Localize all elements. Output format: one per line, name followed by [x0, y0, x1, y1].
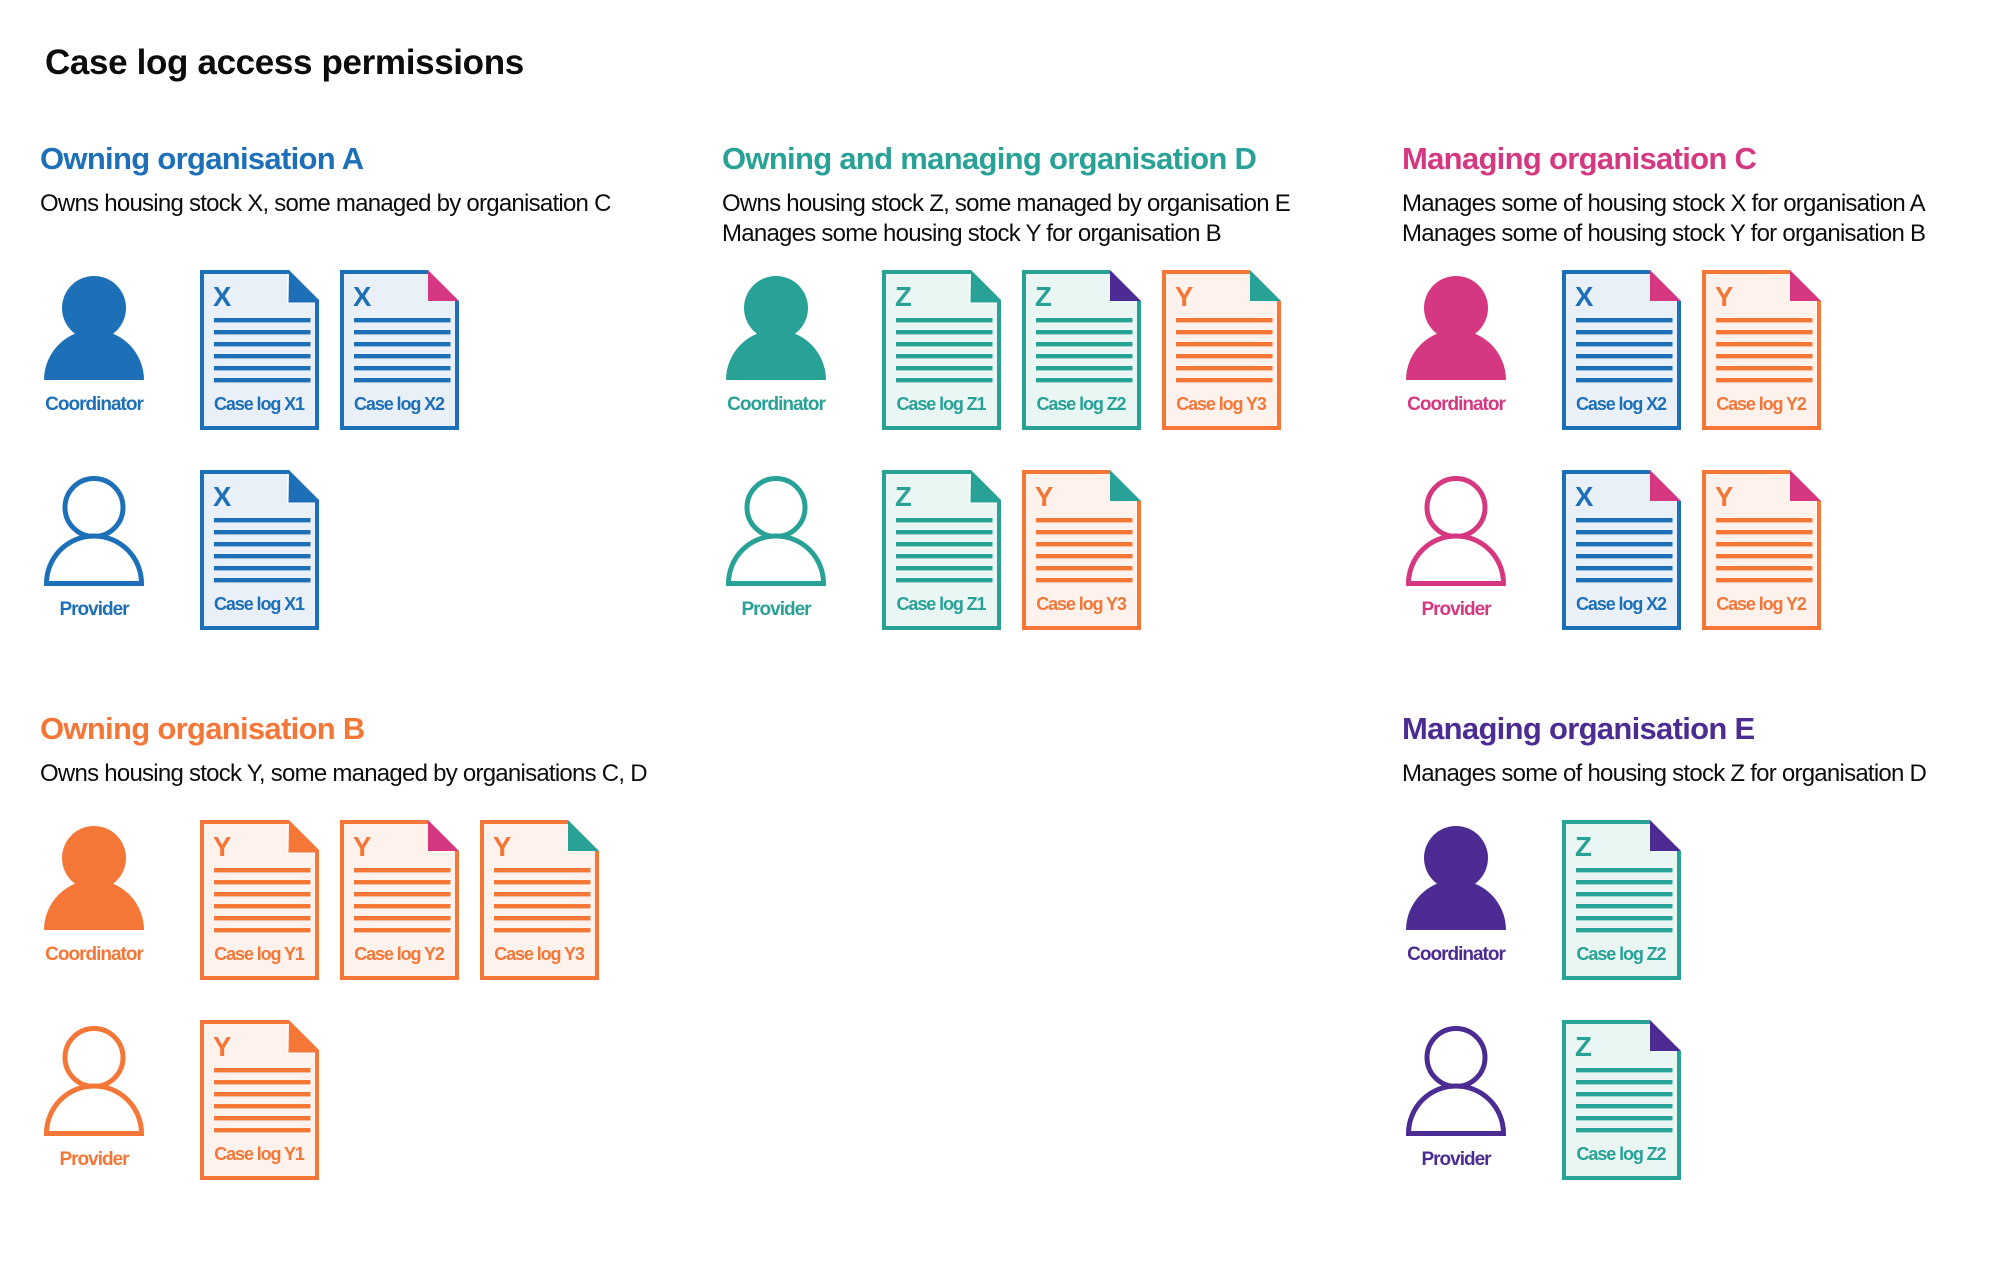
svg-text:Case log Y2: Case log Y2: [354, 944, 445, 964]
svg-text:Y: Y: [493, 831, 511, 862]
svg-text:Y: Y: [353, 831, 371, 862]
svg-text:Case log Z1: Case log Z1: [897, 594, 987, 614]
svg-text:Y: Y: [213, 1031, 231, 1062]
svg-text:Case log Y2: Case log Y2: [1716, 594, 1807, 614]
svg-text:Case log X2: Case log X2: [1576, 594, 1667, 614]
svg-text:X: X: [213, 281, 232, 312]
svg-text:X: X: [1575, 481, 1594, 512]
svg-text:Case log X1: Case log X1: [214, 594, 305, 614]
svg-text:Y: Y: [1715, 481, 1733, 512]
svg-text:Case log X2: Case log X2: [354, 394, 445, 414]
svg-text:Case log Z1: Case log Z1: [897, 394, 987, 414]
svg-text:X: X: [1575, 281, 1594, 312]
svg-text:Case log Y2: Case log Y2: [1716, 394, 1807, 414]
svg-text:Case log Y3: Case log Y3: [1036, 594, 1127, 614]
svg-text:Case log Z2: Case log Z2: [1577, 1144, 1667, 1164]
svg-text:Case log Y1: Case log Y1: [214, 1144, 305, 1164]
svg-text:Case log Y1: Case log Y1: [214, 944, 305, 964]
svg-text:X: X: [353, 281, 372, 312]
svg-text:Z: Z: [895, 481, 912, 512]
svg-text:Z: Z: [895, 281, 912, 312]
svg-text:Z: Z: [1575, 1031, 1592, 1062]
svg-text:Y: Y: [1175, 281, 1193, 312]
svg-text:Y: Y: [213, 831, 231, 862]
svg-text:Y: Y: [1035, 481, 1053, 512]
svg-text:Case log Y3: Case log Y3: [494, 944, 585, 964]
svg-text:Case log X1: Case log X1: [214, 394, 305, 414]
svg-text:X: X: [213, 481, 232, 512]
svg-text:Case log Y3: Case log Y3: [1176, 394, 1267, 414]
svg-text:Case log Z2: Case log Z2: [1577, 944, 1667, 964]
svg-text:Case log X2: Case log X2: [1576, 394, 1667, 414]
svg-text:Case log Z2: Case log Z2: [1037, 394, 1127, 414]
svg-text:Z: Z: [1575, 831, 1592, 862]
svg-text:Y: Y: [1715, 281, 1733, 312]
svg-text:Z: Z: [1035, 281, 1052, 312]
